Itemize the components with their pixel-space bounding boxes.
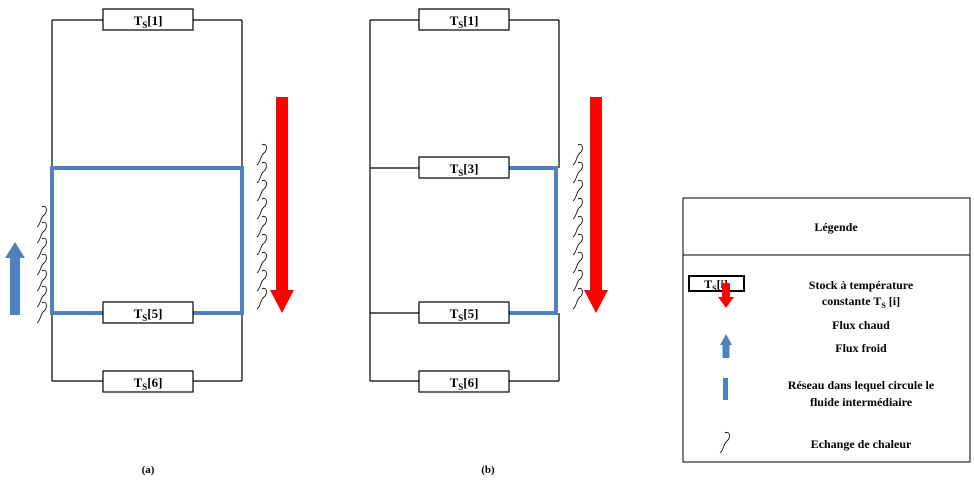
diagram-b-frame (369, 19, 560, 382)
legend-stock-line2: constante TS [i] (822, 294, 900, 310)
stock-b-6-sub: S (458, 382, 463, 392)
diagram-a: TS[1] TS[5] TS[6] (5, 8, 294, 476)
stock-a-1-sub: S (142, 20, 147, 30)
stock-a-6: TS[6] (102, 370, 194, 393)
heat-exchange-b-right (572, 143, 583, 310)
legend-hot-label: Flux chaud (832, 318, 890, 332)
stock-a-6-tail: [6] (147, 375, 162, 390)
stock-a-5: TS[5] (102, 301, 194, 324)
legend: Légende TS[i] Stock à température consta… (682, 197, 971, 463)
svg-text:TS[6]: TS[6] (450, 375, 479, 392)
stock-a-1-main: T (134, 13, 143, 28)
svg-text:TS[1]: TS[1] (450, 13, 479, 30)
svg-text:TS[6]: TS[6] (134, 375, 163, 392)
stock-a-1-tail: [1] (147, 13, 162, 28)
legend-stock-line1: Stock à température (809, 278, 914, 292)
legend-stock-symbol-main: T (704, 277, 712, 291)
stock-b-3: TS[3] (418, 156, 510, 179)
legend-exchange-label: Echange de chaleur (811, 437, 912, 451)
legend-stock-line2-sub: S (881, 301, 886, 310)
stock-b-5-tail: [5] (463, 306, 478, 321)
svg-text:TS[5]: TS[5] (450, 306, 479, 323)
hot-flux-arrow-a (270, 97, 294, 313)
legend-stock-symbol: TS[i] (688, 275, 745, 293)
diagram-b: TS[1] TS[3] TS[5] TS[6] (b) (369, 8, 608, 476)
legend-network-line2: fluide intermédiaire (810, 395, 913, 409)
stock-a-5-sub: S (142, 313, 147, 323)
heat-exchange-a-left (36, 205, 47, 324)
stock-a-6-sub: S (142, 382, 147, 392)
legend-cold-label: Flux froid (835, 341, 887, 355)
legend-stock-line2-post: [i] (886, 294, 900, 308)
cold-flux-arrow-a (5, 242, 25, 315)
stock-b-3-tail: [3] (463, 161, 478, 176)
svg-text:TS[1]: TS[1] (134, 13, 163, 30)
stock-b-1-main: T (450, 13, 459, 28)
legend-stock-line2-pre: constante T (822, 294, 881, 308)
stock-b-3-main: T (450, 161, 459, 176)
stock-b-6-tail: [6] (463, 375, 478, 390)
legend-network-icon (723, 378, 728, 400)
diagram-b-network (509, 166, 558, 315)
stock-a-1: TS[1] (102, 8, 194, 31)
legend-stock-symbol-sub: S (712, 284, 717, 293)
hot-flux-arrow-b (584, 97, 608, 313)
stock-b-3-sub: S (458, 168, 463, 178)
stock-b-1: TS[1] (418, 8, 510, 31)
diagram-a-frame (51, 19, 243, 382)
legend-network-line1: Réseau dans lequel circule le (788, 378, 935, 392)
stock-a-6-main: T (134, 375, 143, 390)
stock-a-5-tail: [5] (147, 306, 162, 321)
svg-text:TS[5]: TS[5] (134, 306, 163, 323)
stock-b-5-sub: S (458, 313, 463, 323)
legend-title: Légende (814, 220, 858, 234)
stock-b-5-main: T (450, 306, 459, 321)
caption-b: (b) (481, 464, 495, 476)
stock-b-1-sub: S (458, 20, 463, 30)
caption-a: (a) (142, 464, 155, 476)
svg-text:TS[3]: TS[3] (450, 161, 479, 178)
stock-b-6-main: T (450, 375, 459, 390)
heat-exchange-a-right (256, 143, 267, 310)
legend-cold-arrow-icon (720, 334, 732, 358)
stock-a-5-main: T (134, 306, 143, 321)
diagram-a-network (50, 166, 244, 315)
stock-b-6: TS[6] (418, 370, 510, 393)
stock-b-5: TS[5] (418, 301, 510, 324)
stock-b-1-tail: [1] (463, 13, 478, 28)
legend-hot-arrow-icon (718, 283, 734, 308)
